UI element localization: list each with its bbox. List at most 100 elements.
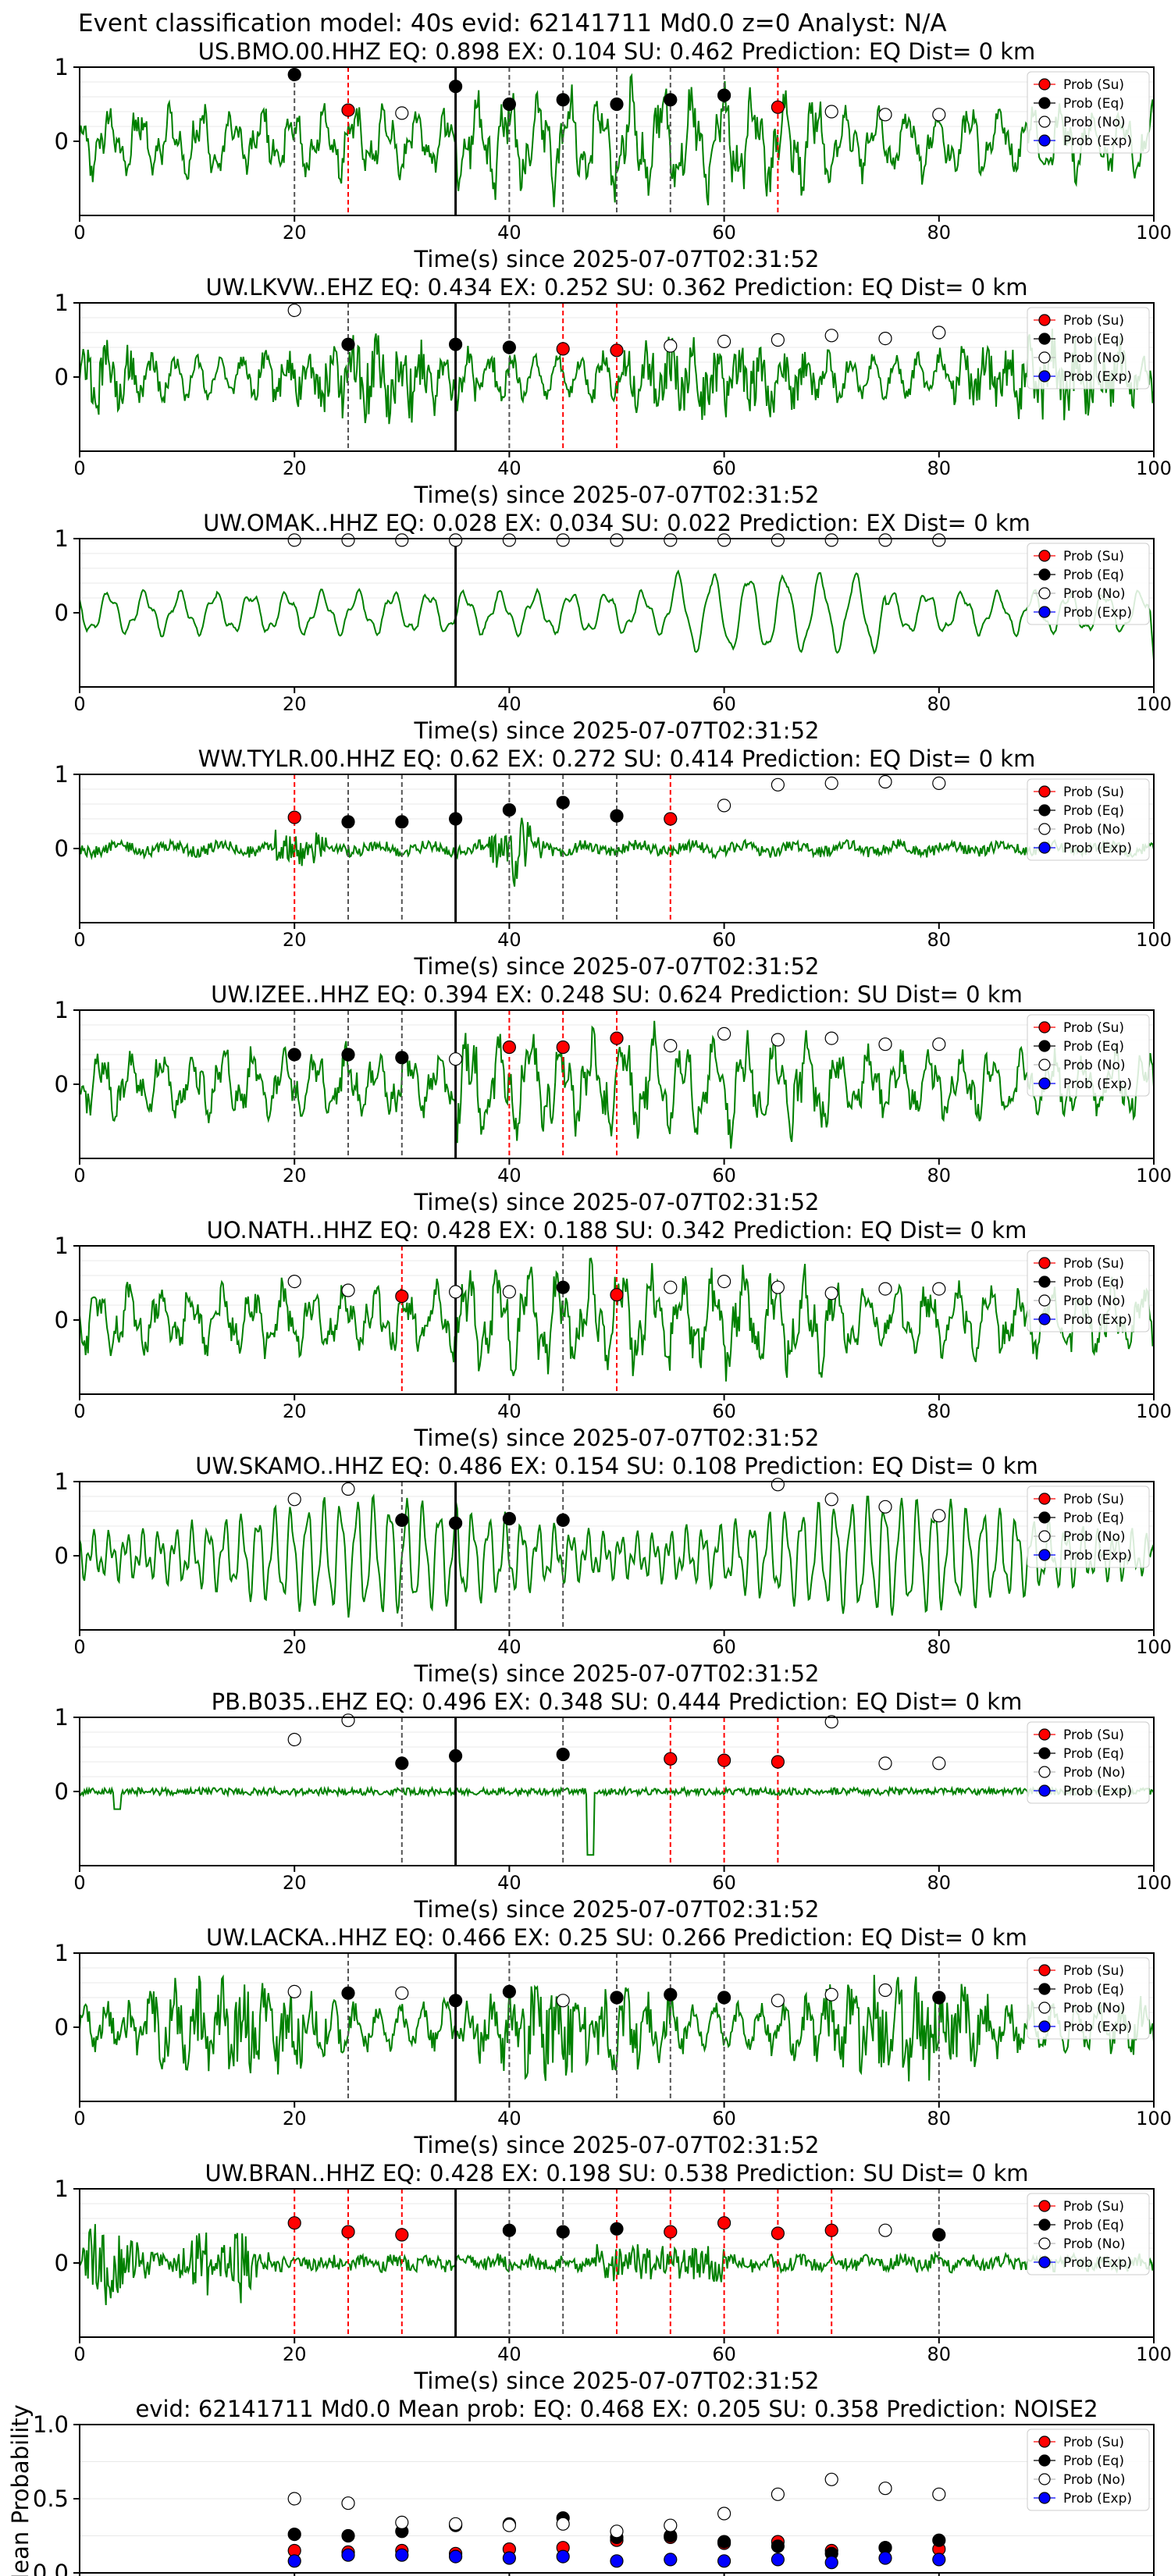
prob-marker-eq (556, 795, 570, 809)
x-tick-label: 40 (497, 1872, 521, 1894)
legend: Prob (Su) Prob (Eq) Prob (No) Prob (Exp) (1027, 1721, 1150, 1804)
y-tick-label: 0.0 (33, 2560, 69, 2576)
prob-marker-no (341, 1482, 355, 1496)
legend-label: Prob (Su) (1063, 785, 1124, 800)
y-tick-label: 1 (55, 1233, 69, 1259)
prob-marker-su (395, 2228, 409, 2242)
prob-marker-su (395, 1289, 409, 1304)
legend-label: Prob (No) (1063, 586, 1126, 602)
legend-label: Prob (Exp) (1063, 133, 1132, 149)
legend-marker-exp (1038, 1313, 1051, 1325)
x-tick-label: 40 (497, 929, 521, 951)
prob-marker-no (717, 533, 731, 547)
mean-marker-exp (287, 2554, 301, 2568)
y-tick-label: 0 (55, 835, 69, 862)
legend-label: Prob (Eq) (1063, 803, 1124, 819)
legend: Prob (Su) Prob (Eq) Prob (No) Prob (Exp) (1027, 1014, 1150, 1097)
prob-marker-no (932, 1282, 946, 1296)
legend-box (1027, 2193, 1150, 2275)
x-tick-label: 0 (73, 1400, 85, 1422)
x-axis-label: Time(s) since 2025-07-07T02:31:52 (414, 1896, 820, 1923)
legend-label: Prob (Su) (1063, 313, 1124, 329)
panel-title: UW.IZEE..HHZ EQ: 0.394 EX: 0.248 SU: 0.6… (211, 981, 1023, 1008)
legend-marker-eq (1038, 97, 1051, 109)
legend-marker-eq (1038, 1983, 1051, 1995)
mean-marker-no (664, 2518, 678, 2532)
x-tick-label: 40 (497, 2108, 521, 2129)
prob-marker-no (824, 1286, 838, 1300)
prob-marker-su (341, 103, 355, 117)
legend: Prob (Su) Prob (Eq) Prob (No) Prob (Exp) (1027, 71, 1150, 154)
legend-box (1027, 1485, 1150, 1568)
prob-marker-no (824, 1493, 838, 1507)
prob-marker-no (878, 108, 892, 122)
x-tick-label: 100 (1136, 929, 1171, 951)
prob-marker-no (287, 1493, 301, 1507)
prob-marker-no (932, 776, 946, 791)
prob-marker-no (824, 105, 838, 119)
prob-marker-no (771, 777, 785, 792)
legend-label: Prob (No) (1063, 1058, 1126, 1073)
x-tick-label: 80 (927, 457, 952, 479)
prob-marker-eq (341, 815, 355, 829)
mean-marker-eq (771, 2539, 785, 2553)
x-tick-label: 0 (73, 2108, 85, 2129)
prob-marker-no (878, 1037, 892, 1051)
x-tick-label: 40 (497, 1165, 521, 1187)
waveform-trace (79, 1785, 1155, 1856)
legend-marker-su (1038, 1021, 1051, 1034)
prob-marker-su (502, 1040, 517, 1055)
prob-marker-eq (502, 1511, 517, 1526)
y-tick-label: 0 (55, 364, 69, 390)
prob-marker-eq (610, 97, 624, 112)
mean-marker-no (448, 2517, 463, 2531)
prob-marker-eq (395, 1051, 409, 1065)
prob-marker-eq (664, 93, 678, 107)
y-tick-label: 1.0 (33, 2411, 69, 2438)
legend-marker-no (1038, 2473, 1051, 2485)
x-axis-label: Time(s) since 2025-07-07T02:31:52 (414, 246, 820, 272)
prob-marker-eq (448, 1749, 463, 1763)
prob-marker-no (664, 533, 678, 547)
y-tick-label: 1 (55, 1704, 69, 1731)
x-tick-label: 80 (927, 2108, 952, 2129)
prob-marker-no (932, 1756, 946, 1770)
mean-marker-exp (502, 2551, 517, 2565)
x-tick-label: 80 (927, 1636, 952, 1658)
x-tick-label: 40 (497, 222, 521, 244)
x-tick-label: 60 (712, 1165, 736, 1187)
prob-marker-eq (448, 1516, 463, 1530)
prob-marker-no (395, 106, 409, 120)
y-tick-label: 1 (55, 2176, 69, 2202)
panel-8: PB.B035..EHZ EQ: 0.496 EX: 0.348 SU: 0.4… (55, 1688, 1171, 1923)
prob-marker-no (287, 303, 301, 318)
legend-label: Prob (Su) (1063, 549, 1124, 564)
prob-marker-eq (341, 1986, 355, 2000)
x-tick-label: 100 (1136, 222, 1171, 244)
prob-marker-eq (664, 1987, 678, 2001)
mean-marker-no (717, 2507, 731, 2521)
legend-label: Prob (Exp) (1063, 2019, 1132, 2035)
panel-7: UW.SKAMO..HHZ EQ: 0.486 EX: 0.154 SU: 0.… (55, 1453, 1171, 1687)
mean-marker-no (556, 2517, 570, 2531)
mean-marker-no (932, 2487, 946, 2501)
x-tick-label: 100 (1136, 2343, 1171, 2365)
x-tick-label: 60 (712, 1400, 736, 1422)
prob-marker-no (502, 533, 517, 547)
prob-marker-no (878, 1756, 892, 1770)
x-tick-label: 100 (1136, 693, 1171, 715)
prob-marker-su (610, 343, 624, 358)
panel-title: UW.SKAMO..HHZ EQ: 0.486 EX: 0.154 SU: 0.… (195, 1453, 1038, 1479)
prob-marker-eq (341, 337, 355, 351)
legend: Prob (Su) Prob (Eq) Prob (No) Prob (Exp) (1027, 2428, 1150, 2511)
legend-marker-su (1038, 314, 1051, 326)
prob-marker-su (664, 1752, 678, 1766)
legend-label: Prob (Su) (1063, 1492, 1124, 1507)
prob-marker-no (878, 332, 892, 346)
prob-marker-eq (502, 97, 517, 112)
waveform-trace (79, 817, 1155, 887)
legend-label: Prob (Exp) (1063, 1076, 1132, 1092)
legend-marker-eq (1038, 1040, 1051, 1052)
prob-marker-no (341, 1713, 355, 1727)
mean-marker-eq (932, 2533, 946, 2547)
